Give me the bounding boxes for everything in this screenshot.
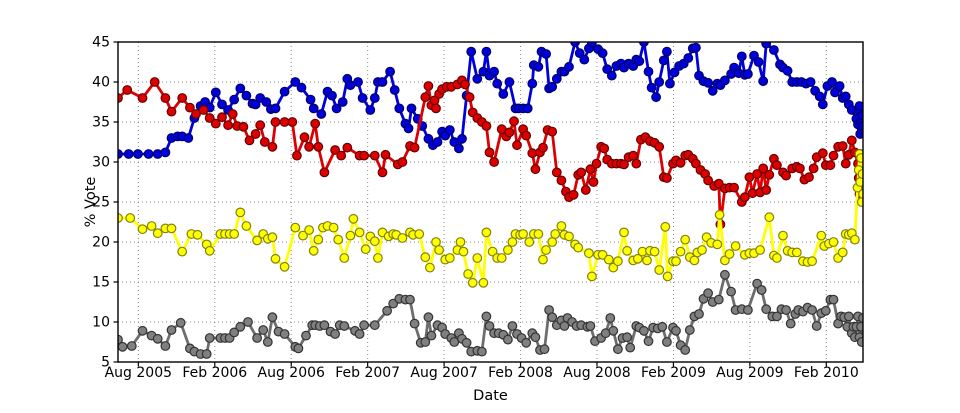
series-red-markers	[118, 75, 863, 230]
series-yellow-line	[118, 152, 863, 285]
x-tick-label: Aug 2009	[716, 365, 783, 381]
y-tick-label: 15	[92, 275, 110, 291]
series-blue-markers	[118, 42, 863, 159]
x-tick-label: Feb 2007	[335, 365, 400, 381]
x-tick-label: Feb 2008	[488, 365, 553, 381]
x-tick-label: Aug 2005	[105, 365, 172, 381]
x-tick-label: Aug 2008	[563, 365, 630, 381]
y-tick-label: 25	[92, 195, 110, 211]
y-tick-labels: 5 10 15 20 25 30 35 40 45	[92, 35, 110, 371]
x-tick-label: Feb 2009	[641, 365, 706, 381]
series-yellow-markers	[118, 149, 863, 288]
series-blue	[118, 42, 863, 159]
x-tick-label: Aug 2007	[410, 365, 477, 381]
series-gray	[118, 269, 863, 359]
y-axis-label: % Vote	[83, 177, 99, 228]
y-tick-label: 5	[101, 355, 110, 371]
series-red	[118, 75, 863, 230]
series-gray-markers	[118, 269, 863, 359]
y-tick-label: 10	[92, 315, 110, 331]
x-tick-label: Feb 2010	[794, 365, 859, 381]
series-yellow	[118, 149, 863, 288]
y-tick-label: 20	[92, 235, 110, 251]
x-tick-label: Feb 2006	[182, 365, 247, 381]
tick-marks	[113, 41, 827, 367]
y-tick-label: 35	[92, 115, 110, 131]
x-axis-label: Date	[473, 388, 508, 404]
y-tick-label: 30	[92, 155, 110, 171]
grid	[118, 41, 863, 363]
x-tick-label: Aug 2006	[258, 365, 326, 381]
x-tick-labels: Aug 2005 Feb 2006 Aug 2006 Feb 2007 Aug 2007…	[105, 365, 859, 381]
y-tick-label: 40	[92, 75, 110, 91]
y-tick-label: 45	[92, 35, 110, 51]
